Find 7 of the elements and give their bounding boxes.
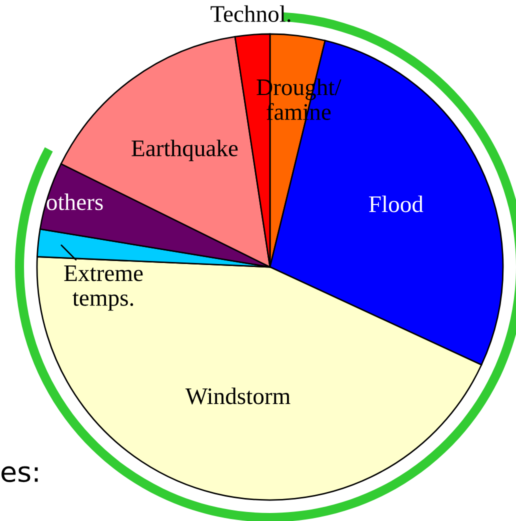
slice-label: Windstorm bbox=[185, 388, 290, 404]
slice-label: Extreme temps. bbox=[64, 265, 143, 311]
slice-label: Flood bbox=[369, 196, 424, 212]
slice-label: others bbox=[46, 194, 103, 210]
slice-label: Earthquake bbox=[132, 140, 238, 162]
slice-label: Technol. bbox=[210, 5, 290, 22]
text: es: bbox=[2, 466, 38, 482]
